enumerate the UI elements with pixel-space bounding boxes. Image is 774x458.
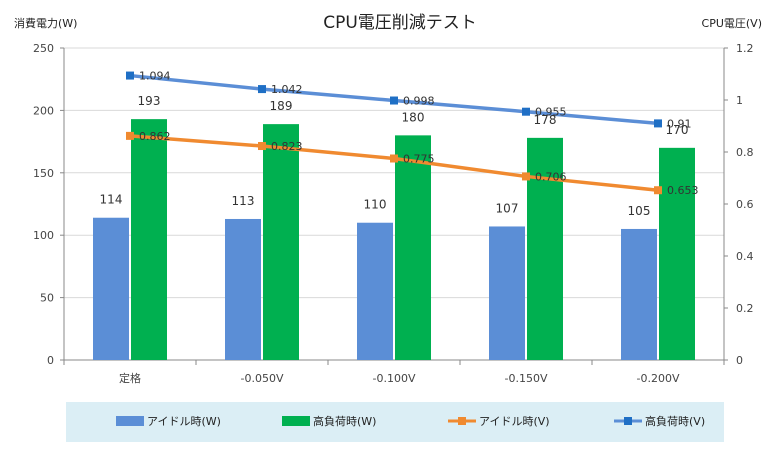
bar-data-label: 113 xyxy=(232,194,255,208)
bar-data-label: 105 xyxy=(628,204,651,218)
y-left-tick-label: 50 xyxy=(40,292,54,305)
line-point xyxy=(390,154,398,163)
y-right-tick-label: 0.8 xyxy=(736,146,754,159)
line-data-label: 0.653 xyxy=(667,184,699,197)
line-point xyxy=(654,186,662,195)
y-left-axis-title: 消費電力(W) xyxy=(14,16,77,30)
y-right-tick-label: 1.2 xyxy=(736,42,754,55)
line-series xyxy=(126,71,662,195)
line-data-label: 0.862 xyxy=(139,130,171,143)
y-right-tick-label: 0.6 xyxy=(736,198,754,211)
axes: 0 50 100 150 200 250 0 0.2 0.4 0.6 0.8 1 1.2 定格 -0.050… xyxy=(33,42,754,385)
y-right-tick-label: 0.4 xyxy=(736,250,754,263)
legend-label: アイドル時(V) xyxy=(479,415,550,428)
bar xyxy=(131,119,167,360)
x-tick-label: -0.150V xyxy=(505,372,548,385)
bar xyxy=(527,137,563,360)
line-point xyxy=(654,119,662,128)
bar xyxy=(263,124,299,361)
bar-data-label: 107 xyxy=(496,201,519,215)
chart-title: CPU電圧削減テスト xyxy=(323,13,477,33)
bar-data-label: 110 xyxy=(364,198,387,212)
line-point xyxy=(390,96,398,105)
line-data-label: 0.955 xyxy=(535,106,567,119)
y-left-tick-label: 200 xyxy=(33,104,54,117)
y-right-tick-label: 1 xyxy=(736,94,743,107)
data-labels: 114 113 110 107 105 193 189 180 178 170 0.862 0.823… xyxy=(100,70,699,218)
bar-data-label: 114 xyxy=(100,193,123,207)
line-point xyxy=(126,131,134,140)
legend-label: アイドル時(W) xyxy=(147,415,221,428)
bar-data-label: 170 xyxy=(666,123,689,137)
bar xyxy=(659,147,695,360)
line-data-label: 0.91 xyxy=(667,117,692,130)
legend-swatch-marker xyxy=(458,417,466,425)
legend-swatch xyxy=(116,416,144,426)
y-left-tick-label: 250 xyxy=(33,42,54,55)
line-data-label: 0.823 xyxy=(271,140,303,153)
line-data-label: 0.706 xyxy=(535,170,567,183)
line-point xyxy=(126,71,134,80)
x-tick-label: -0.100V xyxy=(373,372,416,385)
bar-data-label: 178 xyxy=(534,113,557,127)
legend-swatch-marker xyxy=(624,417,632,425)
y-left-tick-label: 100 xyxy=(33,229,54,242)
bar xyxy=(395,135,431,360)
line-data-label: 1.042 xyxy=(271,83,303,96)
y-left-tick-label: 150 xyxy=(33,167,54,180)
x-tick-label: 定格 xyxy=(119,371,141,385)
legend-label: 高負荷時(W) xyxy=(313,414,376,428)
legend-swatch xyxy=(282,416,310,426)
series-line xyxy=(129,134,659,192)
x-tick-label: -0.200V xyxy=(637,372,680,385)
gridlines xyxy=(64,47,724,299)
bar-series xyxy=(93,119,695,361)
bar xyxy=(93,217,129,360)
x-tick-label: -0.050V xyxy=(241,372,284,385)
bar-data-label: 193 xyxy=(138,94,161,108)
bar xyxy=(357,222,393,360)
bar xyxy=(225,218,261,360)
bar-data-label: 180 xyxy=(402,110,425,124)
bar xyxy=(489,226,525,360)
y-left-tick-label: 0 xyxy=(47,354,54,367)
line-point xyxy=(522,172,530,181)
legend: アイドル時(W) 高負荷時(W) アイドル時(V) 高負荷時(V) xyxy=(66,402,724,442)
line-data-label: 0.998 xyxy=(403,95,435,108)
y-right-tick-label: 0.2 xyxy=(736,302,754,315)
line-data-label: 1.094 xyxy=(139,70,171,83)
y-right-tick-label: 0 xyxy=(736,354,743,367)
line-point xyxy=(522,107,530,116)
line-point xyxy=(258,142,266,151)
line-data-label: 0.775 xyxy=(403,153,435,166)
y-right-axis-title: CPU電圧(V) xyxy=(702,17,762,30)
bar xyxy=(621,228,657,360)
line-point xyxy=(258,85,266,94)
legend-label: 高負荷時(V) xyxy=(645,414,705,428)
bar-data-label: 189 xyxy=(270,99,293,113)
